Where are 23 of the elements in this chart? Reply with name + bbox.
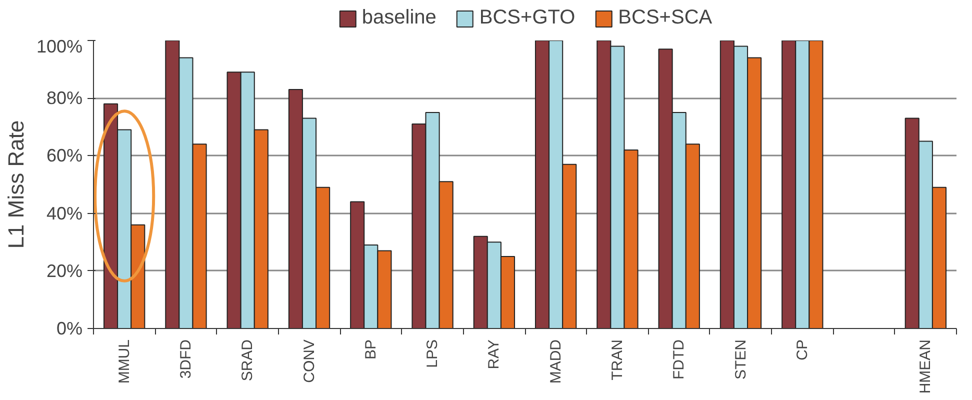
y-tick-label: 40% xyxy=(46,203,83,224)
x-tick-label: STEN xyxy=(732,339,750,380)
x-tick-label: BP xyxy=(362,339,380,360)
legend-label: BCS+SCA xyxy=(618,6,712,30)
y-tick-label: 0% xyxy=(56,318,82,338)
x-tick-label: FDTD xyxy=(670,339,688,380)
x-tick-label: MMUL xyxy=(116,339,133,384)
x-tick-label: MADD xyxy=(547,339,564,384)
x-tick-label: HMEAN xyxy=(917,340,934,394)
x-tick-label: CONV xyxy=(300,339,318,383)
x-tick-label: SRAD xyxy=(239,339,256,382)
x-tick-label: CP xyxy=(794,339,811,360)
y-axis-title: L1 Miss Rate xyxy=(3,120,28,249)
legend-label: baseline xyxy=(362,6,436,30)
y-tick-label: 100% xyxy=(36,36,83,56)
y-tick-label: 20% xyxy=(46,260,83,281)
x-tick-label: LPS xyxy=(424,339,442,368)
y-tick-label: 80% xyxy=(46,88,83,108)
x-tick-label: TRAN xyxy=(608,339,626,380)
x-tick-label: 3DFD xyxy=(177,339,194,379)
x-tick-label: RAY xyxy=(486,339,503,370)
legend-label: BCS+GTO xyxy=(479,6,576,30)
y-tick-label: 60% xyxy=(46,146,83,166)
